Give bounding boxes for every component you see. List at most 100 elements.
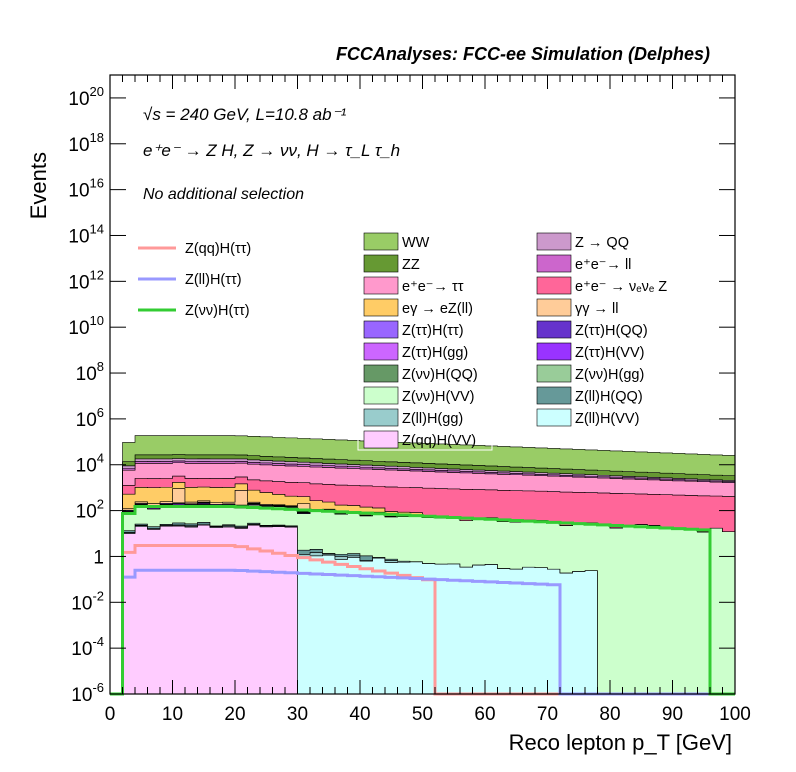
- legend-fill-swatch: [536, 408, 572, 427]
- x-tick-label: 30: [287, 704, 308, 725]
- legend-fill-swatch: [536, 254, 572, 273]
- y-tick-label: 1012: [68, 267, 104, 293]
- legend-label: ZZ: [402, 257, 420, 273]
- legend-entry-background: e⁺e⁻→ ll: [536, 254, 631, 273]
- legend-fill-swatch: [363, 408, 399, 427]
- x-axis-label: Reco lepton p_T [GeV]: [509, 730, 732, 755]
- legend-fill-swatch: [536, 232, 572, 251]
- y-tick-label: 1010: [68, 313, 104, 339]
- legend-signals: Z(qq)H(ττ) Z(ll)H(ττ) Z(νν)H(ττ): [138, 241, 251, 319]
- legend-label: Z(ττ)H(QQ): [575, 323, 648, 339]
- legend-label: Z(νν)H(ττ): [185, 303, 250, 319]
- legend-label: Z(ll)H(VV): [575, 411, 639, 427]
- legend-label: Z(qq)H(ττ): [185, 241, 251, 257]
- y-tick-label: 1014: [68, 221, 104, 247]
- legend-label: Z(ττ)H(gg): [402, 345, 468, 361]
- chart-title: FCCAnalyses: FCC-ee Simulation (Delphes): [336, 44, 710, 64]
- legend-fill-swatch: [536, 364, 572, 383]
- legend-entry-background: Z(ττ)H(ττ): [363, 320, 464, 339]
- y-axis-label: Events: [26, 152, 51, 219]
- legend-entry-background: Z(νν)H(QQ): [363, 364, 478, 383]
- legend-entry-background: ZZ: [363, 254, 420, 273]
- annotation-block: √s = 240 GeV, L=10.8 ab⁻¹ e⁺e⁻ → Z H, Z …: [143, 105, 400, 203]
- legend-label: e⁺e⁻→ ττ: [402, 279, 464, 295]
- y-tick-label: 10-4: [71, 634, 104, 660]
- x-tick-label: 10: [162, 704, 183, 725]
- x-tick-label: 20: [224, 704, 245, 725]
- legend-entry-signal: Z(ll)H(ττ): [138, 272, 242, 288]
- y-tick-label: 102: [76, 497, 104, 523]
- y-tick-label: 1016: [68, 176, 104, 202]
- legend-entry-background: eγ → eZ(ll): [363, 298, 473, 317]
- y-tick-label: 1020: [68, 84, 104, 110]
- legend-backgrounds: WW Z → QQ ZZ e⁺e⁻→ ll e⁺e⁻→ ττ e⁺e⁻ → νₑνₑ Z e…: [357, 232, 667, 451]
- legend-fill-swatch: [536, 386, 572, 405]
- annotation-selection: No additional selection: [143, 186, 304, 203]
- legend-label: γγ → ll: [575, 301, 619, 317]
- legend-label: Z(ll)H(QQ): [575, 389, 643, 405]
- x-tick-label: 40: [349, 704, 370, 725]
- y-tick-label: 10-2: [71, 588, 104, 614]
- legend-entry-background: γγ → ll: [536, 298, 619, 317]
- annotation-energy: √s = 240 GeV, L=10.8 ab⁻¹: [143, 105, 347, 124]
- legend-label: eγ → eZ(ll): [402, 301, 473, 317]
- legend-label: e⁺e⁻→ ll: [575, 257, 631, 273]
- legend-entry-background: Z(νν)H(gg): [536, 364, 644, 383]
- legend-entry-background: Z(ll)H(VV): [536, 408, 639, 427]
- legend-fill-swatch: [363, 298, 399, 317]
- y-tick-label: 106: [76, 405, 104, 431]
- legend-fill-swatch: [536, 298, 572, 317]
- legend-entry-background: Z(ττ)H(gg): [363, 342, 468, 361]
- annotation-process: e⁺e⁻ → Z H, Z → νν, H → τ_L τ_h: [143, 141, 400, 160]
- legend-entry-background: Z(νν)H(VV): [363, 386, 475, 405]
- legend-label: Z(ll)H(gg): [402, 411, 463, 427]
- x-tick-label: 100: [719, 704, 751, 725]
- legend-label: Z(ττ)H(ττ): [402, 323, 464, 339]
- legend-fill-swatch: [363, 320, 399, 339]
- x-tick-label: 60: [474, 704, 495, 725]
- x-tick-label: 0: [105, 704, 116, 725]
- legend-label: Z(qq)H(VV): [402, 433, 476, 449]
- y-tick-label: 1: [93, 547, 104, 568]
- legend-entry-signal: Z(qq)H(ττ): [138, 241, 251, 257]
- legend-label: Z(νν)H(QQ): [402, 367, 478, 383]
- y-tick-label: 1018: [68, 130, 104, 156]
- legend-fill-swatch: [536, 342, 572, 361]
- legend-fill-swatch: [536, 320, 572, 339]
- legend-label: Z(ττ)H(VV): [575, 345, 644, 361]
- stacked-background-layer: [110, 435, 736, 695]
- legend-label: Z(ll)H(ττ): [185, 272, 242, 288]
- legend-fill-swatch: [363, 364, 399, 383]
- x-tick-label: 80: [599, 704, 620, 725]
- signal-z-h-: [110, 505, 735, 696]
- x-tick-label: 90: [662, 704, 683, 725]
- legend-entry-background: e⁺e⁻→ ττ: [363, 276, 464, 295]
- legend-entry-background: Z(ll)H(QQ): [536, 386, 643, 405]
- legend-entry-background: WW: [363, 232, 430, 251]
- x-tick-label: 70: [537, 704, 558, 725]
- legend-entry-background: Z → QQ: [536, 232, 629, 251]
- legend-label: Z(νν)H(VV): [402, 389, 475, 405]
- y-tick-label: 10-6: [71, 680, 104, 706]
- legend-label: Z → QQ: [575, 235, 629, 251]
- legend-label: Z(νν)H(gg): [575, 367, 644, 383]
- legend-fill-swatch: [363, 254, 399, 273]
- legend-entry-background: e⁺e⁻ → νₑνₑ Z: [536, 276, 667, 295]
- legend-entry-signal: Z(νν)H(ττ): [138, 303, 250, 319]
- legend-label: e⁺e⁻ → νₑνₑ Z: [575, 279, 667, 295]
- legend-fill-swatch: [363, 386, 399, 405]
- legend-fill-swatch: [536, 276, 572, 295]
- legend-entry-background: Z(qq)H(VV): [363, 430, 476, 449]
- legend-entry-background: Z(ll)H(gg): [363, 408, 463, 427]
- x-tick-label: 50: [412, 704, 433, 725]
- legend-fill-swatch: [363, 276, 399, 295]
- y-tick-label: 108: [76, 359, 104, 385]
- legend-fill-swatch: [363, 232, 399, 251]
- axes: 0 10 20 30 40 50 60 70 80 90 10010-610-410-2110210…: [68, 75, 751, 725]
- legend-entry-background: Z(ττ)H(QQ): [536, 320, 648, 339]
- legend-border: [357, 427, 493, 451]
- legend-entry-background: Z(ττ)H(VV): [536, 342, 644, 361]
- y-tick-label: 104: [76, 451, 104, 477]
- legend-label: WW: [402, 235, 430, 251]
